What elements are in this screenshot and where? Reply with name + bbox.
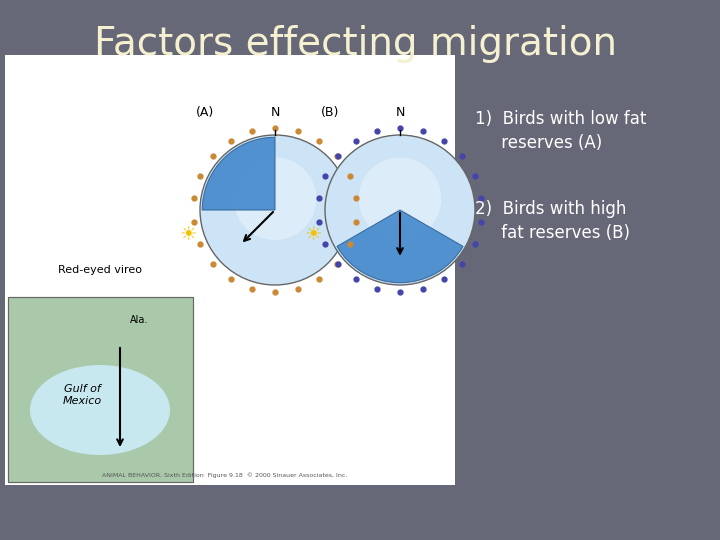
Text: ☀: ☀ bbox=[179, 226, 197, 245]
Text: ANIMAL BEHAVIOR, Sixth Edition  Figure 9.18  © 2000 Sinauer Associates, Inc.: ANIMAL BEHAVIOR, Sixth Edition Figure 9.… bbox=[102, 472, 348, 478]
Wedge shape bbox=[202, 137, 275, 210]
Text: 1)  Birds with low fat
     reserves (A): 1) Birds with low fat reserves (A) bbox=[475, 110, 647, 152]
Bar bbox=[8, 297, 193, 482]
Text: N: N bbox=[395, 106, 405, 119]
Bar bbox=[8, 297, 193, 482]
Circle shape bbox=[325, 135, 475, 285]
Text: Ala.: Ala. bbox=[130, 315, 148, 325]
Text: (B): (B) bbox=[321, 106, 339, 119]
Wedge shape bbox=[337, 210, 463, 283]
Text: ☀: ☀ bbox=[305, 226, 322, 245]
Circle shape bbox=[200, 135, 350, 285]
Text: Red-eyed vireo: Red-eyed vireo bbox=[58, 265, 142, 275]
Text: N: N bbox=[270, 106, 279, 119]
Text: 2)  Birds with high
     fat reserves (B): 2) Birds with high fat reserves (B) bbox=[475, 200, 630, 241]
Ellipse shape bbox=[30, 365, 170, 455]
Text: (A): (A) bbox=[196, 106, 214, 119]
Circle shape bbox=[359, 158, 441, 240]
Text: Gulf of
Mexico: Gulf of Mexico bbox=[63, 384, 102, 406]
Text: Factors effecting migration: Factors effecting migration bbox=[94, 25, 616, 63]
Circle shape bbox=[234, 158, 316, 240]
Bar bbox=[5, 55, 455, 485]
